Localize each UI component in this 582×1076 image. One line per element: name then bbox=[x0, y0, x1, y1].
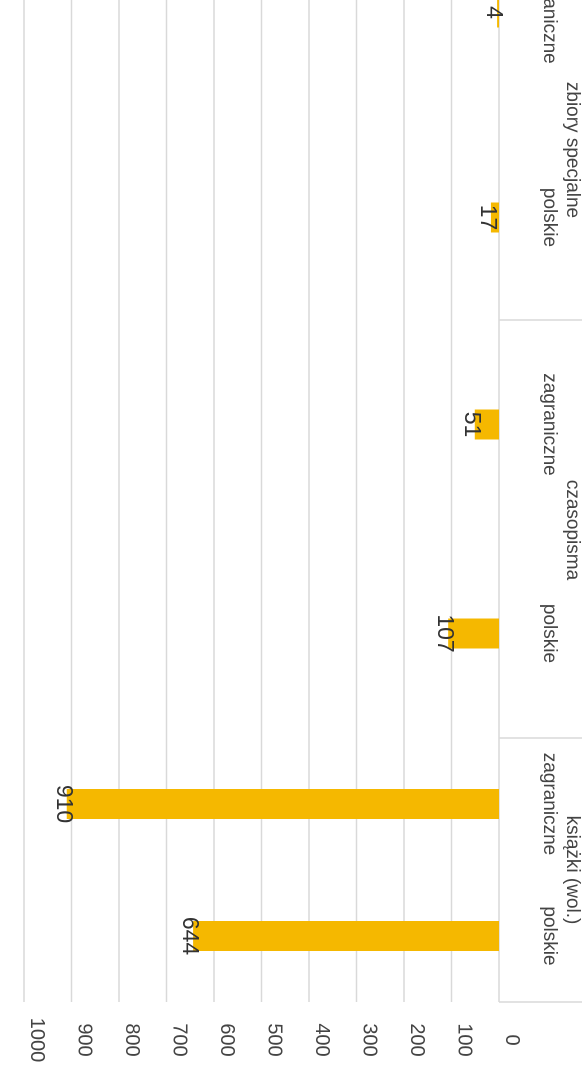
y-tick-label: 0 bbox=[501, 1034, 523, 1045]
y-tick-label: 1000 bbox=[26, 1018, 48, 1063]
y-tick-label: 800 bbox=[121, 1023, 143, 1056]
bar bbox=[474, 409, 499, 440]
y-tick-label: 400 bbox=[311, 1023, 333, 1056]
y-tick-label: 500 bbox=[264, 1023, 286, 1056]
y-tick-label: 700 bbox=[169, 1023, 191, 1056]
bars bbox=[66, 0, 499, 951]
category-label: polskie bbox=[539, 604, 560, 663]
y-tick-label: 600 bbox=[216, 1023, 238, 1056]
bar-value-label: 910 bbox=[52, 785, 78, 823]
category-label: zagraniczne bbox=[539, 753, 560, 855]
group-label: zbiory specjalne bbox=[562, 82, 582, 218]
bar bbox=[66, 789, 499, 819]
y-tick-label: 100 bbox=[454, 1023, 476, 1056]
y-axis-tick-labels: 0 100 200 300 400 500 600 700 800 900 1000 bbox=[26, 1018, 523, 1063]
bar-value-label: 51 bbox=[460, 412, 486, 438]
bar bbox=[490, 202, 499, 233]
category-separators bbox=[499, 319, 582, 1003]
bar-value-label: 644 bbox=[178, 917, 204, 956]
category-label: polskie bbox=[539, 188, 560, 247]
bar bbox=[497, 0, 499, 28]
category-labels: polskie zagraniczne polskie zagraniczne pols… bbox=[539, 0, 560, 966]
y-tick-label: 200 bbox=[406, 1023, 428, 1056]
category-label: zagraniczne bbox=[539, 373, 560, 475]
y-tick-label: 900 bbox=[74, 1023, 96, 1056]
category-label: zagraniczne bbox=[539, 0, 560, 64]
group-label: czasopisma bbox=[562, 480, 582, 581]
value-labels: 644 910 107 51 17 4 bbox=[52, 6, 508, 955]
bar-value-label: 107 bbox=[433, 614, 459, 652]
y-tick-label: 300 bbox=[359, 1023, 381, 1056]
bar-value-label: 4 bbox=[482, 6, 508, 19]
category-label: polskie bbox=[539, 906, 560, 965]
bar bbox=[193, 921, 499, 951]
group-labels: książki (wol.) czasopisma zbiory specjalne bbox=[562, 82, 582, 924]
group-label: książki (wol.) bbox=[562, 816, 582, 925]
gridlines bbox=[23, 0, 500, 1002]
bar bbox=[448, 618, 499, 649]
bar-value-label: 17 bbox=[476, 205, 502, 231]
